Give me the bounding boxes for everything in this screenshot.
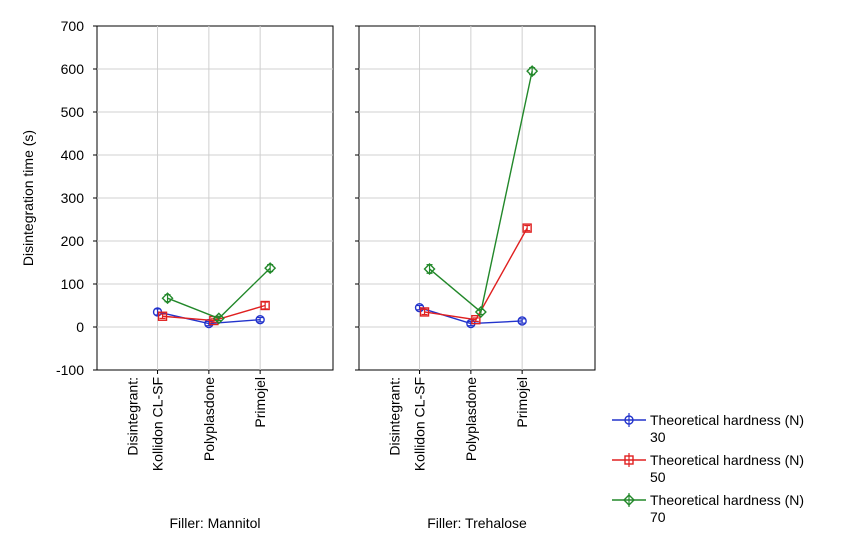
- data-point-marker: [423, 262, 436, 275]
- legend-value: 30: [650, 429, 666, 445]
- x-tick-label: Primojel: [252, 377, 268, 428]
- data-point-marker: [157, 311, 168, 321]
- y-tick-label: 100: [61, 276, 85, 292]
- data-point-marker: [255, 314, 265, 325]
- data-point-marker: [624, 415, 634, 425]
- x-tick-label: Primojel: [514, 377, 530, 428]
- x-tick-label: Polyplasdone: [201, 377, 217, 461]
- data-point-marker: [264, 262, 277, 275]
- y-tick-label: 400: [61, 147, 85, 163]
- data-point-marker: [517, 316, 527, 326]
- data-point-marker: [522, 223, 532, 233]
- y-tick-label: 700: [61, 18, 85, 34]
- y-tick-label: 200: [61, 233, 85, 249]
- data-point-marker: [474, 305, 487, 318]
- data-point-marker: [471, 314, 481, 325]
- data-point-marker: [260, 300, 270, 311]
- data-point-marker: [212, 312, 225, 325]
- data-point-marker: [624, 455, 634, 465]
- panel-label: Filler: Trehalose: [427, 515, 527, 531]
- data-point-marker: [161, 292, 174, 305]
- x-tick-label: Polyplasdone: [463, 377, 479, 461]
- data-point-marker: [526, 65, 539, 78]
- y-axis-title: Disintegration time (s): [20, 130, 36, 266]
- data-point-marker: [419, 307, 430, 317]
- y-tick-label: 500: [61, 104, 85, 120]
- x-tick-label: Kollidon CL-SF: [412, 377, 428, 471]
- panel-label: Filler: Mannitol: [169, 515, 260, 531]
- y-tick-label: 600: [61, 61, 85, 77]
- x-axis-prefix-label: Disintegrant:: [387, 377, 403, 456]
- x-tick-label: Kollidon CL-SF: [150, 377, 166, 471]
- legend-value: 70: [650, 509, 666, 525]
- legend-label: Theoretical hardness (N): [650, 412, 804, 428]
- legend-label: Theoretical hardness (N): [650, 452, 804, 468]
- y-tick-label: 0: [76, 319, 84, 335]
- x-axis-prefix-label: Disintegrant:: [125, 377, 141, 456]
- y-tick-label: -100: [56, 362, 84, 378]
- data-point-marker: [623, 494, 635, 506]
- legend-label: Theoretical hardness (N): [650, 492, 804, 508]
- y-tick-label: 300: [61, 190, 85, 206]
- legend-value: 50: [650, 469, 666, 485]
